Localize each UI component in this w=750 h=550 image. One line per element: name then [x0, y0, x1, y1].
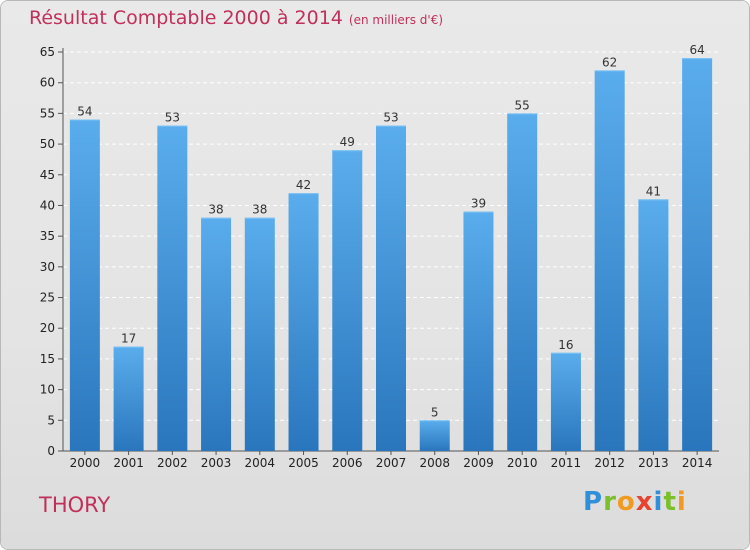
logo-letter: o	[616, 487, 636, 517]
bar-2012	[594, 70, 625, 452]
chart-title-text: Résultat Comptable 2000 à 2014	[29, 7, 343, 29]
proxiti-logo: Proxiti	[583, 487, 687, 517]
bar-2010	[507, 113, 538, 451]
bar-value-label: 55	[515, 98, 530, 112]
bar-value-label: 16	[558, 338, 573, 352]
bar-2001	[113, 346, 144, 451]
bar-value-label: 54	[77, 105, 92, 119]
bar-value-label: 53	[165, 111, 180, 125]
logo-letter: r	[603, 487, 617, 517]
bar-value-label: 42	[296, 178, 311, 192]
x-tick-label: 2008	[419, 456, 450, 470]
bar-value-label: 38	[252, 203, 267, 217]
y-tick-label: 25	[40, 291, 55, 305]
logo-letter: P	[583, 487, 604, 517]
y-tick-label: 15	[40, 352, 55, 366]
bar-2009	[463, 211, 494, 451]
x-tick-label: 2014	[682, 456, 713, 470]
bar-2008	[419, 420, 450, 451]
x-tick-label: 2012	[594, 456, 625, 470]
bar-2004	[244, 217, 275, 451]
y-tick-label: 60	[40, 76, 55, 90]
y-tick-label: 40	[40, 198, 55, 212]
bar-2002	[157, 125, 188, 452]
x-tick-label: 2005	[288, 456, 319, 470]
y-tick-label: 5	[47, 413, 55, 427]
y-tick-label: 10	[40, 383, 55, 397]
y-tick-label: 20	[40, 321, 55, 335]
x-tick-label: 2006	[332, 456, 363, 470]
x-tick-label: 2004	[245, 456, 276, 470]
chart-title: Résultat Comptable 2000 à 2014 (en millie…	[29, 7, 443, 29]
bar-value-label: 49	[340, 135, 355, 149]
y-tick-label: 35	[40, 229, 55, 243]
bar-value-label: 62	[602, 55, 617, 69]
y-tick-label: 30	[40, 260, 55, 274]
logo-letter: i	[653, 487, 664, 517]
x-tick-label: 2003	[201, 456, 232, 470]
bar-2000	[69, 119, 100, 452]
bar-value-label: 53	[383, 111, 398, 125]
x-tick-label: 2007	[376, 456, 407, 470]
bar-value-label: 17	[121, 332, 136, 346]
x-tick-label: 2013	[638, 456, 669, 470]
x-tick-label: 2002	[157, 456, 188, 470]
chart-unit: (en milliers d'€)	[348, 13, 444, 27]
y-tick-label: 0	[47, 444, 55, 458]
bar-2013	[638, 199, 669, 451]
y-tick-label: 45	[40, 168, 55, 182]
bar-2006	[332, 150, 363, 451]
bar-value-label: 39	[471, 197, 486, 211]
logo-letter: t	[663, 487, 677, 517]
x-tick-label: 2001	[113, 456, 144, 470]
bar-2005	[288, 193, 319, 451]
bar-2014	[682, 58, 713, 452]
x-tick-label: 2011	[551, 456, 582, 470]
bar-2007	[376, 125, 406, 452]
y-tick-label: 65	[40, 45, 55, 59]
bar-value-label: 41	[646, 184, 661, 198]
logo-letter: x	[635, 487, 654, 517]
x-tick-label: 2000	[70, 456, 101, 470]
logo-letter: i	[676, 487, 687, 517]
bar-2011	[550, 352, 581, 451]
x-tick-label: 2010	[507, 456, 538, 470]
y-tick-label: 50	[40, 137, 55, 151]
bar-value-label: 5	[431, 405, 439, 419]
y-tick-label: 55	[40, 106, 55, 120]
bar-2003	[201, 217, 232, 451]
bar-value-label: 64	[689, 43, 704, 57]
bar-value-label: 38	[208, 203, 223, 217]
town-name: THORY	[39, 493, 111, 517]
x-tick-label: 2009	[463, 456, 494, 470]
